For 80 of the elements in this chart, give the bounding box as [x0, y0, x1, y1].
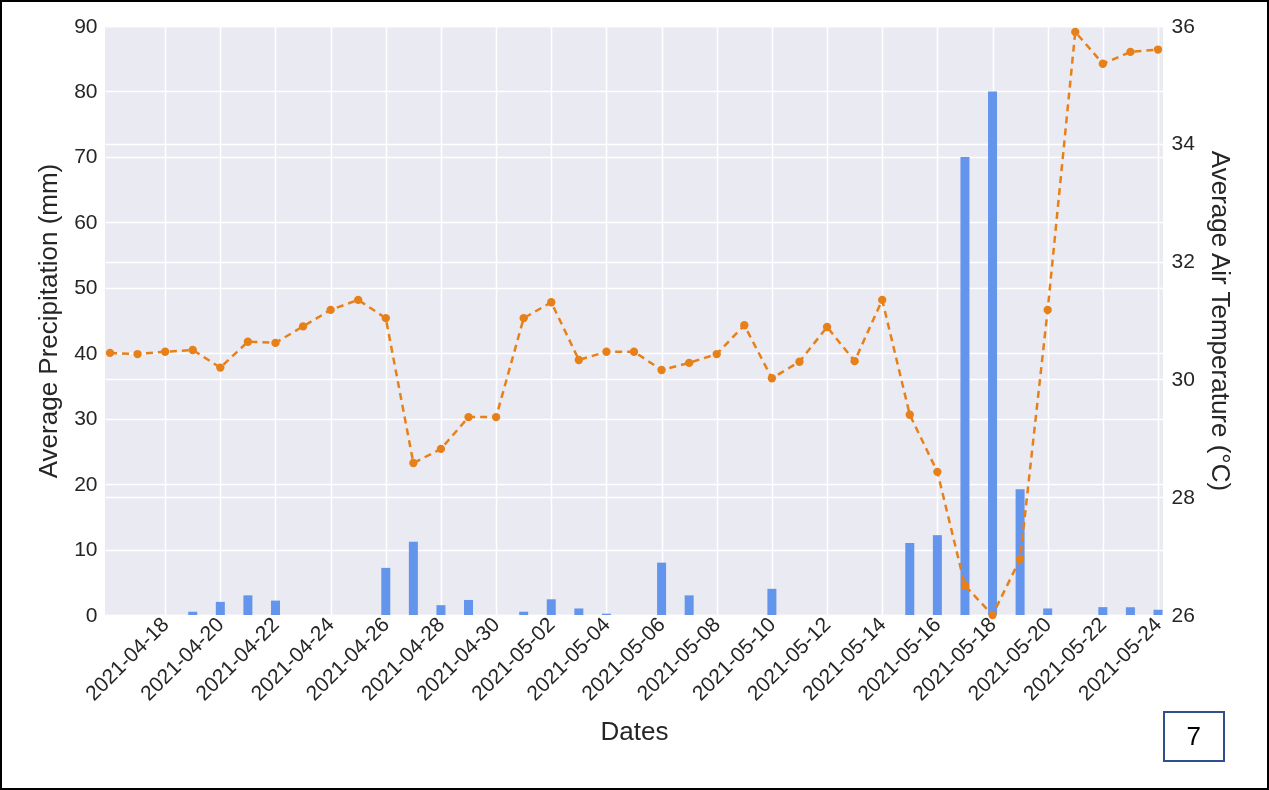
y2-tick-label: 28 [1171, 484, 1195, 508]
point [436, 444, 446, 454]
y2-tick-label: 26 [1171, 602, 1195, 626]
y2-axis-title: Average Air Temperature (°C) [1205, 150, 1236, 492]
point [298, 322, 308, 331]
bar [988, 91, 998, 615]
bar [270, 600, 280, 615]
point [657, 365, 666, 375]
point [878, 295, 887, 305]
point [326, 305, 335, 315]
y2-tick-label: 36 [1171, 13, 1195, 37]
point [629, 347, 639, 356]
point [740, 321, 749, 330]
point [381, 313, 390, 323]
bar [408, 541, 418, 615]
y-tick-label: 30 [74, 406, 98, 430]
point [354, 295, 363, 305]
point [1153, 45, 1163, 54]
point [271, 338, 280, 348]
y-tick-label: 20 [74, 471, 98, 495]
y-tick-label: 40 [74, 340, 98, 364]
bar [960, 156, 970, 615]
point [602, 347, 611, 356]
bar [1153, 609, 1163, 615]
point [767, 374, 777, 383]
bar [519, 611, 529, 615]
y-tick-label: 10 [74, 537, 98, 561]
y2-tick-label: 34 [1171, 131, 1196, 155]
point [684, 358, 694, 368]
bar [684, 595, 694, 615]
point [188, 345, 197, 355]
point [519, 313, 528, 323]
bar [905, 543, 915, 615]
point [105, 348, 115, 358]
bar [932, 535, 942, 615]
bar [464, 599, 474, 615]
point [905, 410, 914, 419]
bar [574, 608, 584, 615]
point [160, 347, 170, 356]
y-tick-label: 50 [74, 275, 98, 299]
point [712, 349, 721, 359]
point [1071, 27, 1080, 37]
point [409, 458, 418, 468]
y-tick-label: 70 [74, 144, 98, 168]
bar [381, 567, 391, 615]
point [491, 412, 501, 422]
bar [767, 588, 777, 615]
y2-tick-label: 32 [1171, 249, 1195, 273]
bar [188, 611, 198, 615]
point [850, 356, 859, 366]
bar [1043, 608, 1053, 615]
point [216, 363, 225, 372]
bar [1098, 607, 1108, 615]
point [133, 349, 142, 359]
point [1043, 305, 1052, 315]
point [464, 412, 473, 422]
y-tick-label: 80 [74, 78, 98, 102]
point [822, 322, 832, 332]
point [1098, 59, 1108, 68]
point [933, 467, 942, 477]
point [795, 357, 804, 366]
bar [1015, 489, 1025, 615]
point [547, 298, 556, 307]
y2-tick-label: 30 [1171, 366, 1195, 390]
bar [436, 605, 446, 615]
text: 7 [1162, 711, 1225, 762]
point [1126, 47, 1135, 57]
point [574, 355, 584, 365]
y-tick-label: 90 [74, 13, 98, 37]
point [1015, 554, 1025, 564]
x-axis-title: Dates [600, 715, 669, 746]
bar [243, 595, 253, 615]
bar [546, 599, 556, 615]
y-tick-label: 60 [74, 209, 98, 233]
point [960, 581, 970, 590]
bar [215, 601, 225, 615]
y-axis-title: Average Precipitation (mm) [33, 163, 64, 479]
bar [657, 562, 667, 615]
point [243, 337, 253, 346]
bar [1125, 607, 1135, 615]
